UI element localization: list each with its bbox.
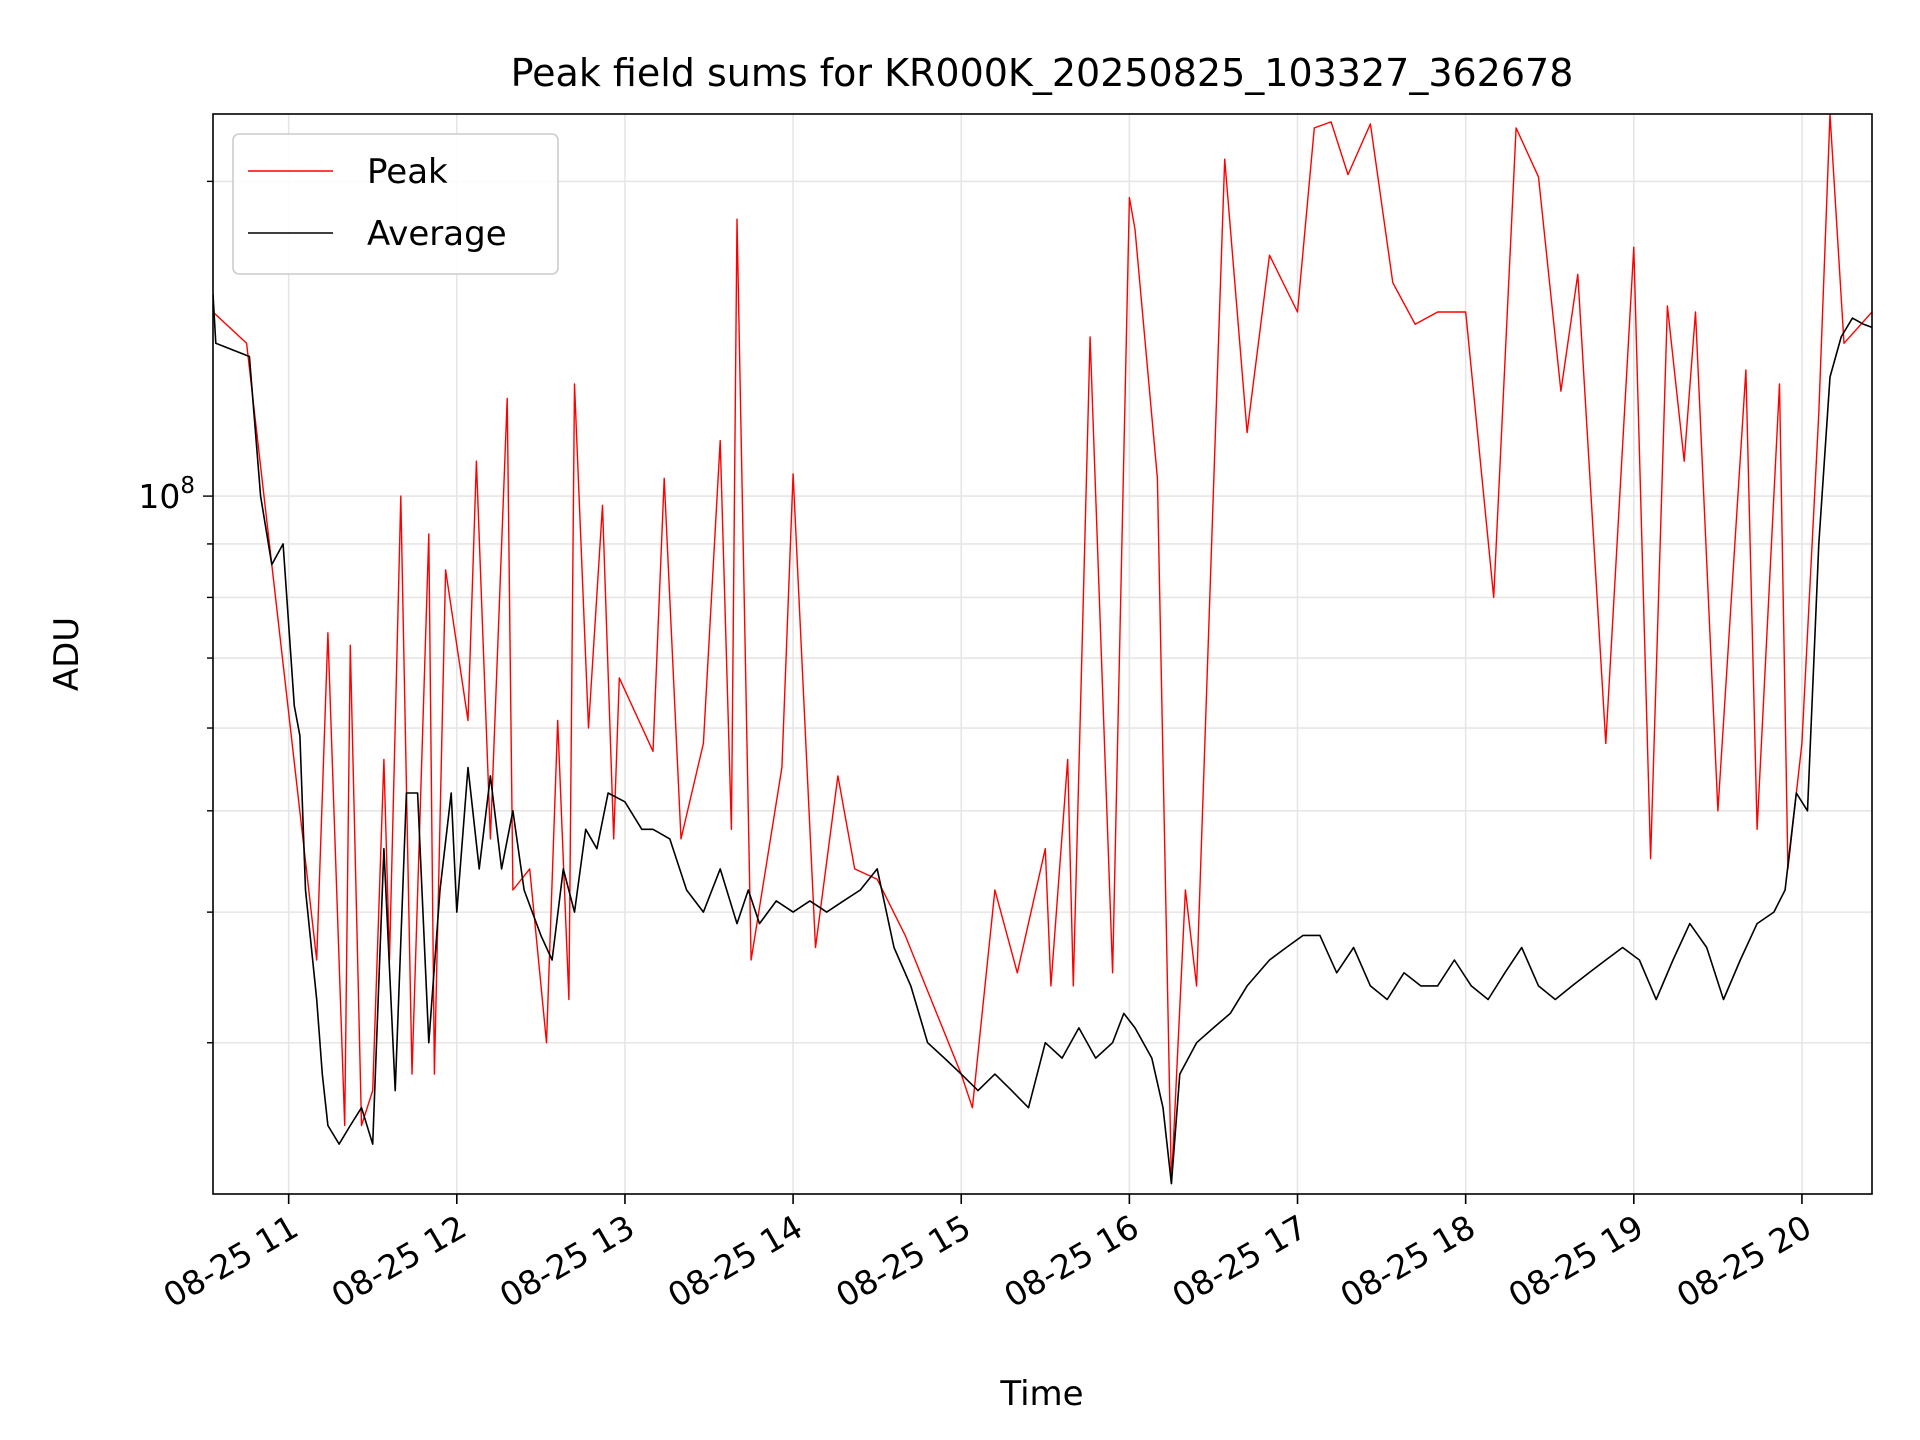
chart-title: Peak field sums for KR000K_20250825_1033… xyxy=(511,51,1574,95)
plot-frame xyxy=(212,113,1873,1195)
legend-peak-label: Peak xyxy=(367,152,448,192)
series-layer xyxy=(213,114,1872,1185)
y-axis-label: ADU xyxy=(47,617,87,691)
series-line-average xyxy=(213,294,1872,1185)
series-line-peak xyxy=(213,114,1872,1185)
y-tick-label: 108 xyxy=(138,473,195,516)
grid xyxy=(213,114,1872,1194)
legend-box xyxy=(232,133,559,275)
x-axis-label: Time xyxy=(999,1374,1083,1414)
legend-average-label: Average xyxy=(367,214,507,254)
legend: Peak Average xyxy=(232,133,559,275)
